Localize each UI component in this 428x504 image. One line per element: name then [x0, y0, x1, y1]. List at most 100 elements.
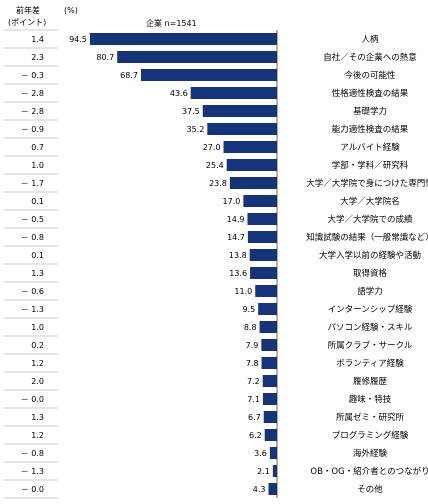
diff-label: － 0.9: [21, 125, 44, 134]
bar: [223, 141, 277, 153]
value-label: 7.8: [246, 359, 259, 368]
category-label: アルバイト経験: [340, 142, 400, 153]
diff-label: 1.3: [31, 269, 44, 278]
value-label: 14.7: [227, 233, 245, 242]
diff-label: － 1.3: [21, 467, 44, 476]
category-label: 大学／大学院名: [340, 196, 400, 207]
bar: [261, 339, 277, 351]
diff-label: － 0.8: [21, 449, 44, 458]
diff-label: － 0.5: [21, 215, 44, 224]
value-label: 80.7: [96, 53, 114, 62]
value-label: 8.8: [244, 323, 257, 332]
value-label: 14.9: [227, 215, 245, 224]
value-label: 4.3: [253, 485, 266, 494]
diff-column-title: 前年差: [16, 6, 40, 15]
bar: [268, 483, 277, 495]
value-label: 6.2: [249, 431, 262, 440]
category-label: 今後の可能性: [344, 70, 396, 81]
category-label: 海外経験: [353, 448, 388, 459]
bar: [243, 195, 277, 207]
category-label: 語学力: [357, 286, 383, 297]
category-label: パソコン経験・スキル: [327, 322, 413, 333]
value-label: 27.0: [203, 143, 221, 152]
category-label: 趣味・特技: [349, 394, 392, 405]
category-label: 所属クラブ・サークル: [328, 340, 413, 351]
bar: [272, 465, 277, 477]
category-label: インターンシップ経験: [328, 304, 413, 315]
diff-label: 1.2: [31, 431, 44, 440]
diff-label: － 0.6: [21, 287, 44, 296]
bar: [89, 33, 277, 45]
bar: [202, 105, 277, 117]
bar: [259, 321, 277, 333]
value-label: 2.1: [257, 467, 270, 476]
bar: [258, 303, 277, 315]
bar: [261, 357, 277, 369]
category-label: 大学入学以前の経験や活動: [319, 250, 421, 261]
bar: [247, 231, 277, 243]
value-label: 94.5: [69, 35, 87, 44]
diff-label: 2.0: [31, 377, 44, 386]
bar: [247, 213, 277, 225]
value-label: 7.2: [247, 377, 260, 386]
category-label: 基礎学力: [353, 106, 387, 117]
diff-label: 0.1: [31, 251, 44, 260]
category-label: 性格適性検査の結果: [332, 88, 409, 99]
diff-label: 1.0: [31, 161, 44, 170]
diff-label: 0.1: [31, 197, 44, 206]
diff-label: － 1.7: [21, 179, 44, 188]
category-label: 人柄: [361, 34, 379, 45]
value-label: 13.8: [229, 251, 247, 260]
diff-label: 1.0: [31, 323, 44, 332]
value-label: 37.5: [182, 107, 200, 116]
percent-unit-label: (%): [64, 6, 78, 15]
category-label: 履修履歴: [353, 376, 388, 387]
bar: [250, 267, 277, 279]
bar: [269, 447, 277, 459]
bar: [117, 51, 278, 63]
category-label: 大学／大学院での成績: [327, 214, 413, 225]
diff-column-unit: (ポイント): [8, 18, 47, 27]
diff-label: － 2.8: [21, 107, 44, 116]
value-label: 3.6: [254, 449, 267, 458]
diff-label: － 0.8: [21, 233, 44, 242]
category-label: ボランティア経験: [336, 358, 404, 369]
value-label: 7.9: [246, 341, 259, 350]
value-label: 43.6: [170, 89, 188, 98]
value-label: 68.7: [120, 71, 138, 80]
diff-label: － 2.8: [21, 89, 44, 98]
diff-label: － 1.3: [21, 305, 44, 314]
diff-label: 1.2: [31, 359, 44, 368]
value-label: 35.2: [186, 125, 204, 134]
value-label: 7.1: [247, 395, 260, 404]
category-label: 自社／その企業への熱意: [323, 52, 417, 63]
bar: [255, 285, 277, 297]
value-label: 9.5: [242, 305, 255, 314]
bar: [263, 411, 277, 423]
bar: [140, 69, 277, 81]
value-label: 23.8: [209, 179, 227, 188]
bar: [262, 393, 277, 405]
value-label: 6.7: [248, 413, 261, 422]
series-label: 企業 n=1541: [146, 19, 197, 28]
bar: [190, 87, 277, 99]
value-label: 25.4: [206, 161, 224, 170]
diff-label: 0.2: [31, 341, 44, 350]
bar: [262, 375, 277, 387]
diff-label: 1.4: [31, 35, 44, 44]
category-label: OB・OG・紹介者とのつながり: [310, 466, 428, 477]
bar: [229, 177, 277, 189]
category-label: その他: [357, 484, 383, 495]
category-label: 大学／大学院で身につけた専門性: [306, 178, 428, 189]
value-label: 11.0: [234, 287, 252, 296]
category-label: 所属ゼミ・研究所: [336, 412, 405, 423]
category-label: プログラミング経験: [332, 430, 409, 441]
bar: [226, 159, 277, 171]
category-label: 能力適性検査の結果: [332, 124, 409, 135]
value-label: 17.0: [223, 197, 241, 206]
diff-label: 0.7: [31, 143, 44, 152]
diff-label: － 0.0: [21, 485, 44, 494]
diff-label: － 0.3: [21, 71, 44, 80]
diff-label: 2.3: [31, 53, 44, 62]
